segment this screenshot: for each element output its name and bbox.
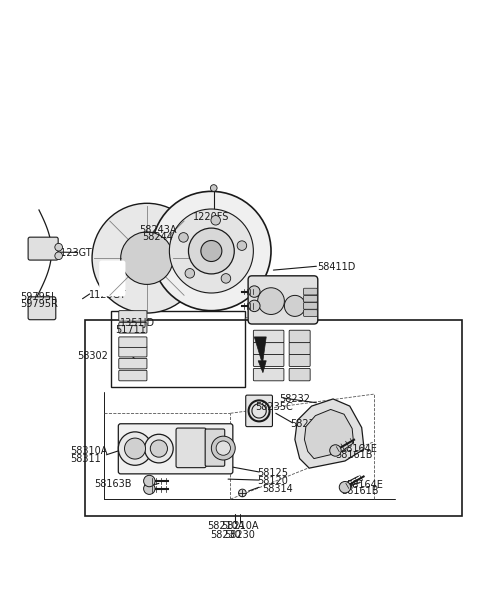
Text: 58164E: 58164E [340,444,377,453]
FancyBboxPatch shape [289,354,310,367]
Circle shape [258,288,284,314]
Circle shape [189,228,234,274]
FancyBboxPatch shape [119,347,147,357]
FancyBboxPatch shape [253,354,284,367]
Text: 58230: 58230 [210,530,241,540]
Text: 1220FS: 1220FS [193,212,229,222]
Text: 58230: 58230 [225,530,255,540]
Circle shape [211,215,220,225]
Text: 58161B: 58161B [336,450,373,459]
FancyBboxPatch shape [119,322,147,333]
FancyBboxPatch shape [119,358,147,369]
FancyBboxPatch shape [253,330,284,342]
FancyBboxPatch shape [303,296,317,302]
Polygon shape [254,337,266,373]
FancyBboxPatch shape [28,237,58,260]
Text: 58125: 58125 [257,469,288,478]
Circle shape [239,489,246,497]
Circle shape [249,300,260,311]
FancyBboxPatch shape [289,368,310,381]
Text: 58232: 58232 [279,395,310,404]
Text: 58235C: 58235C [255,402,293,412]
Text: 58163B: 58163B [94,479,131,489]
Text: 58210A: 58210A [207,521,244,531]
FancyBboxPatch shape [176,428,206,467]
FancyBboxPatch shape [303,310,317,316]
Circle shape [211,436,235,460]
FancyBboxPatch shape [246,395,273,427]
Circle shape [201,240,222,262]
Circle shape [152,191,271,311]
Text: 51711: 51711 [115,325,146,335]
Text: 58411D: 58411D [317,262,356,272]
Circle shape [55,252,62,260]
FancyBboxPatch shape [119,370,147,381]
Text: 59795L: 59795L [21,293,57,302]
Text: 1351JD: 1351JD [120,318,155,328]
Text: 58311: 58311 [71,453,101,464]
Circle shape [185,268,194,278]
Text: 58243A: 58243A [139,225,177,234]
Polygon shape [295,399,364,468]
Circle shape [144,434,173,463]
Bar [85,320,462,516]
Circle shape [144,483,155,494]
Polygon shape [304,410,354,459]
Text: 58244: 58244 [143,232,173,242]
FancyBboxPatch shape [99,260,125,296]
Circle shape [179,232,188,242]
FancyBboxPatch shape [119,311,147,321]
FancyBboxPatch shape [248,276,318,324]
Text: 58210A: 58210A [221,521,259,531]
Circle shape [249,286,260,297]
Circle shape [169,209,253,293]
Text: 58120: 58120 [257,476,288,486]
Text: 58302: 58302 [77,351,108,361]
Circle shape [120,232,173,285]
FancyBboxPatch shape [205,429,225,466]
Circle shape [339,481,351,493]
Text: 58233: 58233 [290,419,321,429]
FancyBboxPatch shape [28,297,56,320]
Circle shape [216,441,230,455]
Circle shape [210,185,217,191]
Circle shape [330,445,341,456]
Bar [111,311,245,387]
FancyBboxPatch shape [289,330,310,342]
Circle shape [150,440,168,457]
Text: 1123GT: 1123GT [55,248,93,259]
Circle shape [221,274,231,283]
Text: 58161B: 58161B [341,486,379,496]
FancyBboxPatch shape [253,368,284,381]
FancyBboxPatch shape [119,337,147,347]
Circle shape [144,475,155,487]
Circle shape [237,241,247,251]
Circle shape [92,203,202,313]
Circle shape [284,296,305,316]
FancyBboxPatch shape [303,288,317,295]
FancyBboxPatch shape [289,342,310,354]
Circle shape [124,438,145,459]
Circle shape [118,432,152,466]
FancyBboxPatch shape [118,424,233,474]
Text: 58164E: 58164E [346,480,383,490]
FancyBboxPatch shape [253,342,284,354]
Text: 1123GT: 1123GT [89,290,126,300]
Text: 58310A: 58310A [71,446,108,456]
Circle shape [55,243,62,251]
Text: 59795R: 59795R [21,299,59,310]
FancyBboxPatch shape [303,302,317,309]
Text: 58314: 58314 [262,484,293,493]
